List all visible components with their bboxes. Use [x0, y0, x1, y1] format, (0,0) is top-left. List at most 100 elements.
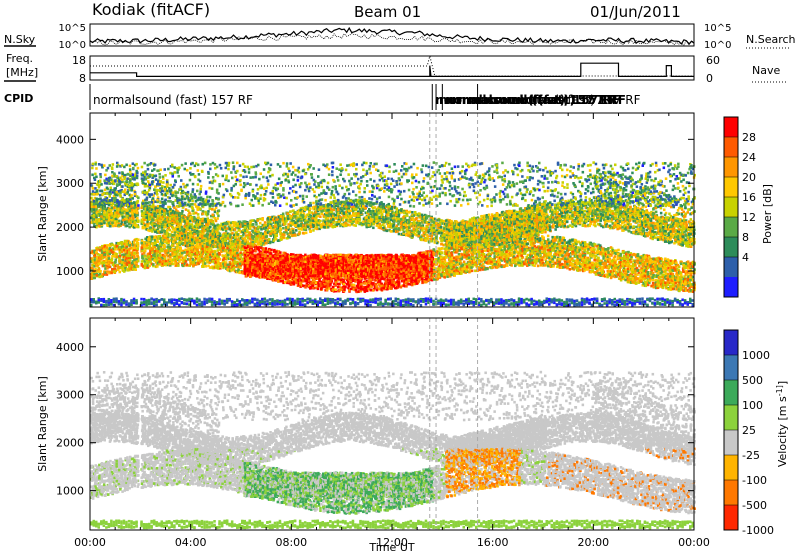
heat-cell: [125, 197, 129, 201]
heat-cell: [174, 259, 177, 262]
heat-cell: [96, 264, 99, 267]
heat-cell: [151, 176, 154, 179]
heat-cell: [114, 193, 117, 196]
heat-cell: [158, 214, 161, 218]
heat-cell: [148, 229, 151, 233]
heat-cell: [211, 181, 214, 185]
power-heatmap: [90, 113, 696, 307]
heat-cell: [230, 171, 233, 174]
heat-cell: [141, 226, 144, 230]
heat-cell: [119, 212, 122, 216]
heat-cell: [129, 178, 132, 181]
heat-cell: [113, 264, 116, 268]
heat-cell: [146, 254, 150, 257]
heat-cell: [114, 260, 117, 264]
heat-cell: [142, 260, 145, 263]
heat-cell: [169, 253, 173, 256]
heat-cell: [105, 199, 109, 203]
heat-cell: [130, 251, 134, 255]
heat-cell: [189, 167, 192, 170]
heat-cell: [161, 237, 164, 240]
heat-cell: [117, 204, 121, 207]
heat-cell: [142, 297, 146, 301]
heat-cell: [102, 219, 106, 223]
heat-cell: [166, 263, 170, 267]
heat-cell: [238, 246, 242, 250]
heat-cell: [141, 253, 144, 256]
heat-cell: [91, 264, 95, 267]
heat-cell: [145, 218, 148, 222]
heat-cell: [171, 226, 175, 229]
heat-cell: [107, 255, 111, 258]
heat-cell: [232, 165, 236, 168]
heat-cell: [136, 247, 139, 251]
heat-cell: [225, 227, 229, 230]
heat-cell: [183, 197, 186, 201]
heat-cell: [148, 247, 152, 250]
heat-cell: [208, 204, 212, 208]
heat-cell: [243, 170, 247, 174]
heat-cell: [174, 237, 178, 240]
heat-cell: [120, 164, 124, 167]
heat-cell: [116, 161, 119, 165]
heat-cell: [128, 198, 132, 201]
heat-cell: [143, 215, 146, 218]
heat-cell: [124, 267, 127, 270]
heat-cell: [196, 189, 199, 193]
heat-cell: [153, 205, 157, 209]
heat-cell: [166, 232, 170, 235]
heat-cell: [96, 248, 99, 251]
heat-cell: [127, 206, 131, 209]
heat-cell: [125, 208, 128, 211]
heat-cell: [146, 236, 149, 239]
heat-cell: [216, 202, 219, 206]
heat-cell: [180, 163, 184, 167]
heat-cell: [160, 230, 164, 234]
heat-cell: [103, 188, 107, 192]
heat-cell: [252, 204, 255, 207]
heat-cell: [92, 208, 96, 211]
heat-cell: [117, 266, 121, 270]
heat-cell: [184, 201, 187, 205]
heat-cell: [101, 215, 105, 219]
heat-cell: [215, 301, 219, 304]
heat-cell: [170, 212, 174, 215]
heat-cell: [133, 261, 137, 265]
heat-cell: [163, 215, 167, 219]
heat-cell: [99, 197, 102, 200]
heat-cell: [120, 188, 123, 192]
heat-cell: [152, 264, 155, 268]
heat-cell: [146, 191, 149, 194]
heat-cell: [111, 224, 115, 228]
heat-cell: [158, 219, 161, 223]
heat-cell: [125, 220, 129, 223]
heat-cell: [147, 228, 150, 232]
heat-cell: [105, 201, 108, 204]
heat-cell: [157, 180, 160, 183]
heat-cell: [95, 193, 98, 196]
heat-cell: [250, 165, 253, 169]
heat-cell: [121, 215, 124, 219]
heat-cell: [191, 182, 195, 186]
heat-cell: [169, 190, 173, 193]
heat-cell: [188, 211, 191, 215]
heat-cell: [148, 264, 151, 268]
heat-cell: [123, 176, 127, 179]
heat-cell: [234, 183, 237, 186]
heat-cell: [96, 255, 99, 259]
heat-cell: [118, 254, 122, 257]
heat-cell: [130, 303, 133, 306]
heat-cell: [93, 251, 97, 254]
heat-cell: [101, 193, 104, 196]
heat-cell: [190, 195, 194, 199]
heat-cell: [99, 173, 102, 176]
heat-cell: [93, 220, 96, 223]
heat-cell: [170, 224, 174, 227]
heat-cell: [248, 299, 251, 302]
heat-cell: [114, 197, 117, 200]
heat-cell: [240, 189, 243, 193]
heat-cell: [95, 189, 99, 193]
heat-cell: [147, 224, 150, 228]
heat-cell: [135, 208, 139, 211]
heat-cell: [100, 198, 103, 202]
